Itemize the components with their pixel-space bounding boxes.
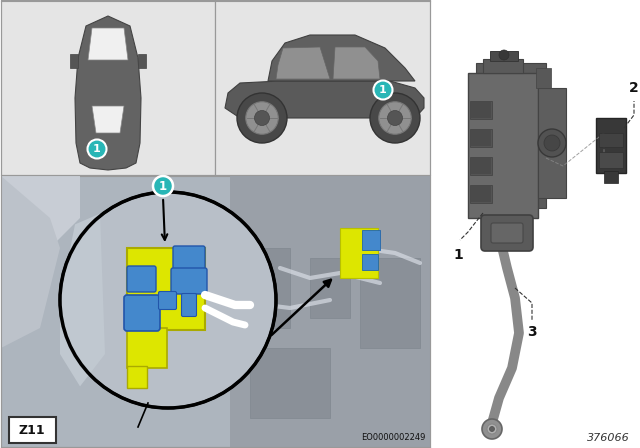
Circle shape bbox=[487, 424, 497, 434]
Text: 376066: 376066 bbox=[588, 433, 630, 443]
FancyBboxPatch shape bbox=[182, 293, 196, 316]
Circle shape bbox=[370, 93, 420, 143]
Bar bbox=[468, 73, 538, 218]
Text: 1: 1 bbox=[93, 144, 101, 154]
Circle shape bbox=[88, 139, 106, 159]
Bar bbox=[1, 176, 430, 447]
Bar bbox=[470, 101, 492, 119]
Circle shape bbox=[237, 93, 287, 143]
Bar bbox=[230, 176, 430, 447]
Circle shape bbox=[60, 192, 276, 408]
Polygon shape bbox=[225, 81, 424, 118]
Bar bbox=[127, 328, 167, 368]
Circle shape bbox=[387, 111, 403, 125]
Bar bbox=[215, 0, 430, 175]
Polygon shape bbox=[276, 47, 330, 79]
Bar bbox=[471, 158, 491, 174]
Bar bbox=[362, 230, 380, 250]
Circle shape bbox=[544, 135, 560, 151]
Bar bbox=[70, 54, 78, 68]
Text: 1: 1 bbox=[379, 85, 387, 95]
Bar bbox=[471, 102, 491, 118]
Bar bbox=[127, 366, 147, 388]
Bar bbox=[362, 254, 378, 270]
Polygon shape bbox=[60, 214, 105, 386]
Bar bbox=[470, 157, 492, 175]
Bar bbox=[483, 59, 523, 73]
Bar bbox=[310, 258, 350, 318]
Bar bbox=[127, 248, 205, 330]
Bar bbox=[599, 152, 623, 168]
Bar bbox=[240, 248, 290, 328]
Text: 1: 1 bbox=[453, 248, 463, 262]
Bar bbox=[599, 133, 623, 147]
Bar bbox=[1, 0, 215, 175]
Bar bbox=[471, 130, 491, 146]
Bar bbox=[470, 185, 492, 203]
Polygon shape bbox=[268, 35, 415, 81]
Polygon shape bbox=[75, 16, 141, 170]
Bar bbox=[490, 51, 518, 61]
Bar bbox=[340, 228, 378, 278]
Bar bbox=[536, 68, 551, 88]
Text: 1: 1 bbox=[159, 180, 167, 193]
Circle shape bbox=[482, 419, 502, 439]
FancyBboxPatch shape bbox=[491, 223, 523, 243]
Circle shape bbox=[499, 50, 509, 60]
Text: 3: 3 bbox=[527, 325, 537, 339]
Circle shape bbox=[255, 111, 269, 125]
Text: Z11: Z11 bbox=[19, 423, 45, 436]
FancyBboxPatch shape bbox=[159, 292, 177, 310]
Text: 2: 2 bbox=[629, 81, 639, 95]
Circle shape bbox=[379, 102, 412, 134]
Text: EO0000002249: EO0000002249 bbox=[362, 433, 426, 442]
Bar bbox=[596, 118, 626, 173]
Polygon shape bbox=[1, 176, 80, 268]
Circle shape bbox=[538, 129, 566, 157]
FancyBboxPatch shape bbox=[171, 268, 207, 294]
Polygon shape bbox=[476, 63, 546, 208]
FancyBboxPatch shape bbox=[124, 295, 160, 331]
Bar bbox=[538, 88, 566, 198]
Polygon shape bbox=[1, 176, 60, 348]
Circle shape bbox=[246, 102, 278, 134]
Bar bbox=[471, 186, 491, 202]
Polygon shape bbox=[92, 106, 124, 133]
Circle shape bbox=[490, 426, 495, 431]
Bar bbox=[250, 348, 330, 418]
Polygon shape bbox=[88, 28, 128, 60]
FancyBboxPatch shape bbox=[9, 417, 56, 443]
FancyBboxPatch shape bbox=[481, 215, 533, 251]
Circle shape bbox=[153, 176, 173, 196]
Polygon shape bbox=[333, 47, 380, 79]
Bar bbox=[604, 171, 618, 183]
Bar bbox=[470, 129, 492, 147]
Circle shape bbox=[374, 81, 392, 99]
FancyBboxPatch shape bbox=[173, 246, 205, 270]
Bar bbox=[360, 258, 420, 348]
Bar bbox=[138, 54, 146, 68]
FancyBboxPatch shape bbox=[127, 266, 156, 292]
